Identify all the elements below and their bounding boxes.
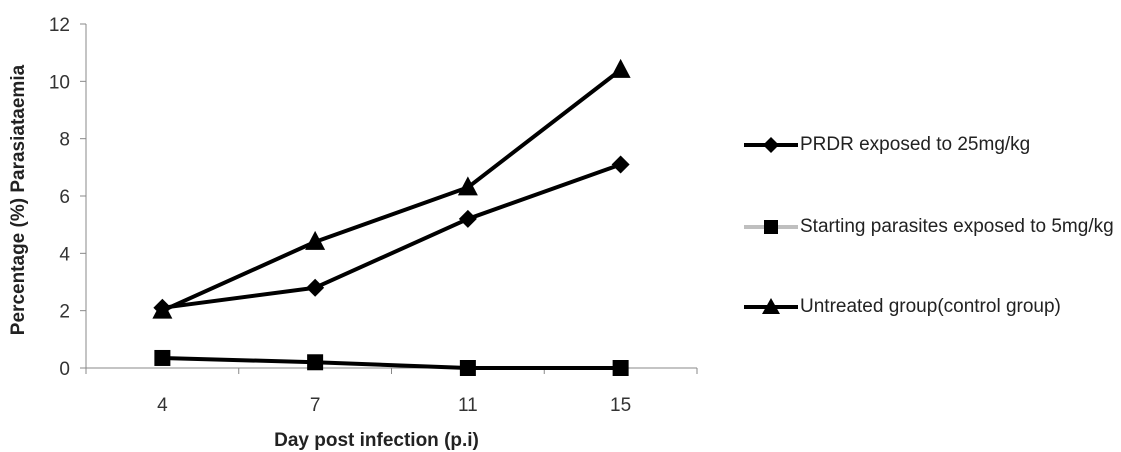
y-tick-label: 8 xyxy=(59,130,70,151)
data-point-square xyxy=(307,354,324,371)
legend-item-starting-parasites: Starting parasites exposed to 5mg/kg xyxy=(742,214,1118,242)
series-line xyxy=(161,68,622,313)
data-point-diamond xyxy=(611,155,630,174)
legend-item-prdr: PRDR exposed to 25mg/kg xyxy=(742,132,1118,160)
data-point-diamond xyxy=(458,209,477,228)
x-axis-title: Day post infection (p.i) xyxy=(274,430,479,451)
y-axis-ticks: 0 2 4 6 8 10 12 xyxy=(49,15,86,380)
series-line xyxy=(162,355,621,370)
legend-item-untreated: Untreated group(control group) xyxy=(742,294,1118,322)
y-tick-label: 12 xyxy=(49,15,70,36)
data-point-square xyxy=(612,360,629,376)
data-point-triangle xyxy=(610,58,631,78)
legend-label: Starting parasites exposed to 5mg/kg xyxy=(800,216,1114,237)
series-triangle xyxy=(152,58,631,319)
data-point-triangle xyxy=(305,230,326,250)
data-point-triangle xyxy=(457,176,478,196)
axes xyxy=(85,24,697,369)
x-tick-label: 4 xyxy=(157,395,168,416)
y-tick-label: 10 xyxy=(49,72,70,93)
series-layer xyxy=(152,58,631,376)
y-tick-label: 2 xyxy=(59,302,70,323)
x-tick-label: 11 xyxy=(458,395,478,416)
square-marker-icon xyxy=(744,220,798,234)
x-axis-ticks: 4 7 11 15 xyxy=(85,368,698,416)
data-point-diamond xyxy=(306,278,325,297)
x-tick-label: 15 xyxy=(610,395,631,416)
y-axis-title: Percentage (%) Parasiataemia xyxy=(8,64,29,335)
series-square xyxy=(154,349,629,376)
y-tick-label: 0 xyxy=(59,359,70,380)
series-line xyxy=(162,162,622,310)
x-tick-label: 7 xyxy=(310,395,321,416)
legend-label: Untreated group(control group) xyxy=(800,296,1061,317)
data-point-square xyxy=(459,360,476,376)
data-point-triangle xyxy=(152,299,173,319)
series-diamond xyxy=(153,155,630,317)
diamond-marker-icon xyxy=(744,137,798,153)
data-point-square xyxy=(154,349,171,366)
triangle-marker-icon xyxy=(744,298,798,314)
y-tick-label: 6 xyxy=(59,187,70,208)
y-tick-label: 4 xyxy=(59,244,70,265)
legend-label: PRDR exposed to 25mg/kg xyxy=(800,134,1031,155)
